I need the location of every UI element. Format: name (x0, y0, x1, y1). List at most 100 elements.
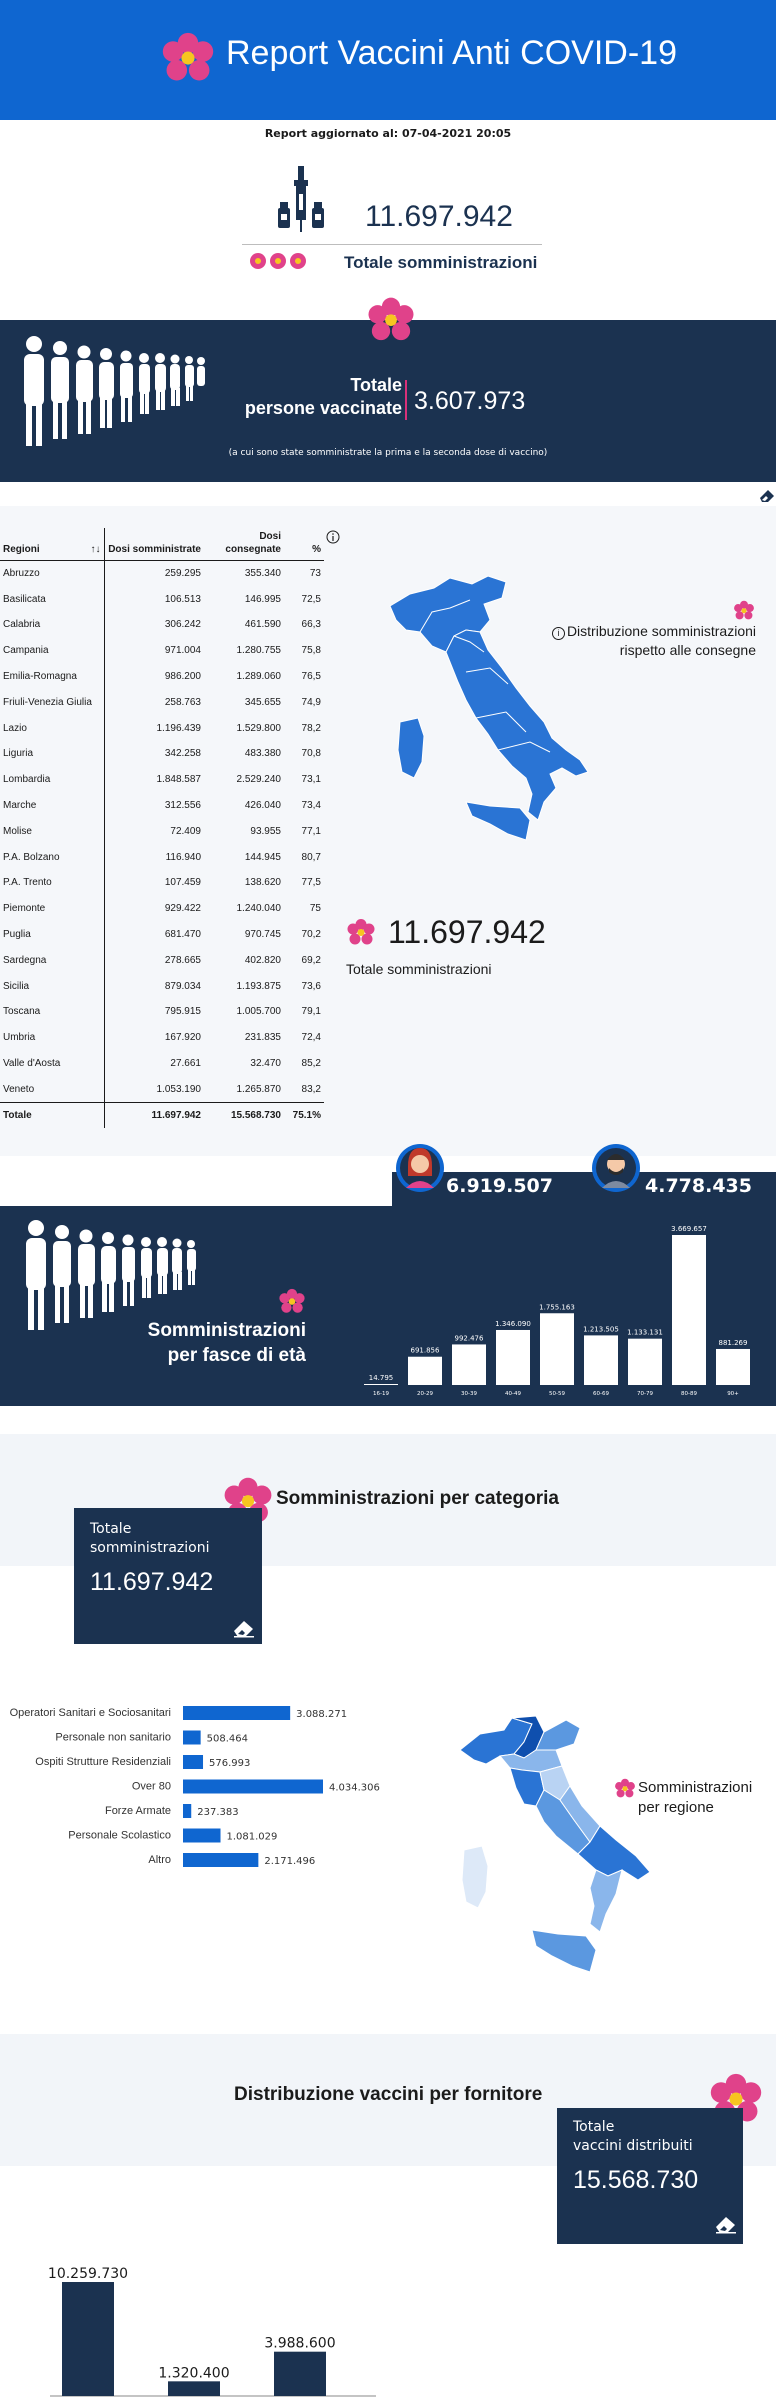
male-avatar-icon (592, 1144, 640, 1192)
cell-region: Umbria (0, 1024, 105, 1051)
cell-delivered: 402.820 (244, 954, 281, 966)
table-row[interactable]: Molise 72.409 93.955 77,1 (0, 818, 324, 845)
cell-region: Marche (0, 792, 105, 819)
flower-icon (734, 600, 754, 620)
vaccinated-label-line2: persone vaccinate (244, 398, 402, 418)
table-row[interactable]: Marche 312.556 426.040 73,4 (0, 792, 324, 819)
category-bar-value: 2.171.496 (264, 1856, 315, 1867)
cell-region: Lazio (0, 715, 105, 742)
supplier-title: Distribuzione vaccini per fornitore (234, 2084, 543, 2105)
cell-administered: 27.661 (170, 1058, 201, 1070)
cell-percent: 72,4 (301, 1032, 321, 1044)
sort-icon[interactable]: ↑↓ (90, 544, 101, 555)
cell-administered: 116.940 (165, 851, 201, 863)
supplier-box-label-line1: Totale (573, 2119, 615, 2135)
column-administered[interactable]: Dosi somministrate (104, 528, 204, 561)
table-row[interactable]: Lombardia 1.848.587 2.529.240 73,1 (0, 766, 324, 793)
table-row[interactable]: Lazio 1.196.439 1.529.800 78,2 (0, 715, 324, 742)
cell-percent: 75,8 (301, 645, 321, 657)
table-row[interactable]: P.A. Bolzano 116.940 144.945 80,7 (0, 844, 324, 871)
vaccinated-label: Totale persone vaccinate (232, 374, 402, 420)
map-region-calabria[interactable] (589, 1869, 623, 1933)
flower-icon (279, 1288, 305, 1313)
cell-delivered: 1.265.870 (236, 1083, 282, 1095)
distribution-map-label: i Distribuzione somministrazioni rispetto… (540, 622, 756, 660)
age-bar-value: 992.476 (455, 1334, 484, 1342)
map-region-sardegna[interactable] (461, 1845, 489, 1909)
cell-administered: 1.196.439 (156, 722, 202, 734)
cell-percent: 73,1 (301, 774, 321, 786)
cell-administered: 258.763 (164, 696, 201, 708)
eraser-reset-icon[interactable] (714, 2212, 738, 2234)
cell-administered: 72.409 (170, 825, 201, 837)
table-row[interactable]: Sicilia 879.034 1.193.875 73,6 (0, 973, 324, 1000)
table-row[interactable]: Valle d'Aosta 27.661 32.470 85,2 (0, 1050, 324, 1077)
cell-percent: 75 (309, 903, 321, 915)
map-region-sardinia[interactable] (397, 717, 425, 779)
italy-region-map[interactable] (440, 1710, 676, 1984)
cell-percent: 73 (309, 568, 321, 580)
table-row[interactable]: Toscana 795.915 1.005.700 79,1 (0, 999, 324, 1025)
map-region-center-south[interactable] (445, 629, 589, 821)
supplier-bar (274, 2351, 326, 2396)
table-row[interactable]: Puglia 681.470 970.745 70,2 (0, 921, 324, 948)
column-percent[interactable]: % (284, 528, 324, 561)
cell-region: Emilia-Romagna (0, 663, 105, 690)
italy-distribution-map[interactable] (380, 572, 610, 848)
cell-delivered: 138.620 (244, 877, 281, 889)
map-region-sicily[interactable] (465, 801, 531, 841)
cell-administered: 929.422 (164, 903, 201, 915)
category-bar (183, 1828, 221, 1843)
table-row[interactable]: Piemonte 929.422 1.240.040 75 (0, 895, 324, 922)
table-total-row[interactable]: Totale 11.697.942 15.568.730 75.1% (0, 1101, 324, 1129)
cell-region: P.A. Bolzano (0, 844, 105, 871)
table-row[interactable]: Sardegna 278.665 402.820 69,2 (0, 947, 324, 974)
map-region-north[interactable] (389, 575, 507, 653)
age-section-label: Somministrazioni per fasce di età (110, 1318, 306, 1368)
table-row[interactable]: Umbria 167.920 231.835 72,4 (0, 1024, 324, 1051)
column-region[interactable]: Regioni ↑↓ (0, 528, 105, 561)
map-region-sicilia[interactable] (531, 1929, 597, 1973)
age-tick-label: 30-39 (461, 1391, 477, 1397)
column-delivered[interactable]: Dosi consegnate (204, 528, 284, 561)
age-tick-label: 90+ (727, 1391, 739, 1397)
cell-region: Campania (0, 637, 105, 664)
cell-administered: 795.915 (164, 1006, 201, 1018)
cell-delivered: 970.745 (244, 929, 281, 941)
table-row[interactable]: Campania 971.004 1.280.755 75,8 (0, 637, 324, 664)
cell-delivered: 1.529.800 (236, 722, 282, 734)
cell-administered: 11.697.942 (104, 1101, 204, 1129)
map-region-veneto[interactable] (535, 1719, 581, 1751)
table-row[interactable]: Basilicata 106.513 146.995 72,5 (0, 586, 324, 613)
cell-delivered: 1.240.040 (236, 903, 282, 915)
age-tick-label: 20-29 (417, 1391, 433, 1397)
table-row[interactable]: Liguria 342.258 483.380 70,8 (0, 741, 324, 767)
info-icon[interactable]: i (551, 627, 565, 640)
table-row[interactable]: Veneto 1.053.190 1.265.870 83,2 (0, 1076, 324, 1103)
table-row[interactable]: Calabria 306.242 461.590 66,3 (0, 612, 324, 638)
cell-percent: 69,2 (301, 954, 321, 966)
supplier-bar-value: 3.988.600 (264, 2336, 335, 2352)
category-bar (183, 1779, 323, 1794)
category-bar (183, 1804, 192, 1818)
age-bar (408, 1356, 442, 1385)
cell-region: Piemonte (0, 895, 105, 922)
eraser-reset-icon[interactable] (232, 1616, 256, 1638)
table-row[interactable]: Friuli-Venezia Giulia 258.763 345.655 74,9 (0, 689, 324, 716)
flowers-decoration-icon (250, 253, 306, 269)
category-bar-value: 508.464 (207, 1734, 248, 1745)
table-row[interactable]: Emilia-Romagna 986.200 1.289.060 76,5 (0, 663, 324, 690)
cell-percent: 74,9 (301, 696, 321, 708)
category-bar-chart: Operatori Sanitari e Sociosanitari 3.088.… (10, 1706, 380, 1867)
cell-region: Friuli-Venezia Giulia (0, 689, 105, 716)
eraser-reset-icon[interactable] (758, 486, 776, 504)
cell-percent: 78,2 (301, 722, 321, 734)
flower-icon (347, 919, 375, 945)
age-bar (584, 1335, 618, 1385)
table-row[interactable]: P.A. Trento 107.459 138.620 77,5 (0, 870, 324, 896)
cell-region: Abruzzo (0, 560, 105, 587)
info-icon[interactable] (326, 530, 340, 544)
age-bar (628, 1338, 662, 1385)
cell-administered: 259.295 (164, 568, 201, 580)
table-row[interactable]: Abruzzo 259.295 355.340 73 (0, 560, 324, 587)
